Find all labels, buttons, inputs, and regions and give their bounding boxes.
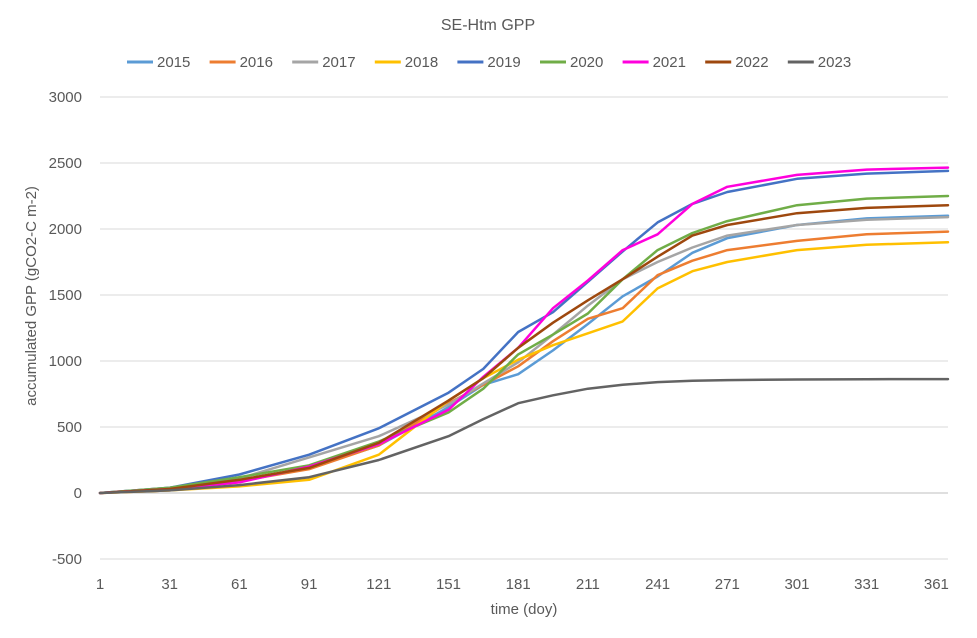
y-tick-label: 2500 <box>49 155 82 172</box>
legend-label: 2015 <box>157 54 190 71</box>
y-axis-label: accumulated GPP (gCO2-C m-2) <box>23 186 40 406</box>
legend-label: 2019 <box>487 54 520 71</box>
x-tick-label: 31 <box>161 576 178 593</box>
legend-label: 2021 <box>653 54 686 71</box>
legend-label: 2016 <box>240 54 273 71</box>
series-line-2019 <box>98 169 950 495</box>
x-tick-labels: 1 31 61 91 121 151 181 211 241 271 301 331 361 <box>96 576 949 593</box>
y-tick-label: 500 <box>57 419 82 436</box>
legend-item-2015: 2015 <box>127 54 190 71</box>
legend: 2015 2016 2017 2018 2019 2020 2021 2022 2023 <box>127 54 851 71</box>
series-line-2016 <box>98 230 950 495</box>
series-line-2018 <box>98 240 950 495</box>
x-tick-label: 1 <box>96 576 104 593</box>
y-tick-label: 3000 <box>49 89 82 106</box>
series-line-2015 <box>98 214 950 495</box>
legend-label: 2022 <box>735 54 768 71</box>
legend-label: 2018 <box>405 54 438 71</box>
legend-item-2016: 2016 <box>209 54 273 71</box>
legend-item-2021: 2021 <box>622 54 686 71</box>
legend-label: 2020 <box>570 54 603 71</box>
y-tick-label: 1000 <box>49 353 82 370</box>
x-tick-label: 91 <box>301 576 318 593</box>
series-line-2020 <box>98 194 950 495</box>
x-tick-label: 301 <box>784 576 809 593</box>
y-tick-label: 0 <box>74 485 82 502</box>
x-tick-label: 151 <box>436 576 461 593</box>
legend-item-2017: 2017 <box>292 54 356 71</box>
x-tick-label: 181 <box>506 576 531 593</box>
x-tick-label: 211 <box>576 576 600 593</box>
legend-item-2018: 2018 <box>374 54 438 71</box>
series-line-2022 <box>98 203 950 495</box>
legend-item-2020: 2020 <box>540 54 603 71</box>
legend-label: 2023 <box>818 54 851 71</box>
y-tick-label: 2000 <box>49 221 82 238</box>
x-tick-label: 361 <box>924 576 949 593</box>
legend-item-2019: 2019 <box>457 54 521 71</box>
x-tick-label: 241 <box>645 576 670 593</box>
chart-title: SE-Htm GPP <box>441 17 535 34</box>
x-axis-label: time (doy) <box>491 601 558 618</box>
legend-item-2023: 2023 <box>787 54 851 71</box>
legend-label: 2017 <box>322 54 355 71</box>
y-tick-label: 1500 <box>49 287 82 304</box>
series-line-2017 <box>98 215 950 495</box>
x-tick-label: 61 <box>231 576 248 593</box>
x-tick-label: 271 <box>715 576 740 593</box>
series-lines <box>98 166 950 495</box>
gridlines <box>100 96 948 560</box>
x-tick-label: 121 <box>366 576 391 593</box>
series-line-2023 <box>98 377 950 495</box>
x-tick-label: 331 <box>854 576 879 593</box>
y-tick-labels: -500 0 500 1000 1500 2000 2500 3000 <box>49 89 82 568</box>
series-line-2021 <box>98 166 950 495</box>
legend-item-2022: 2022 <box>705 54 769 71</box>
y-tick-label: -500 <box>52 551 82 568</box>
